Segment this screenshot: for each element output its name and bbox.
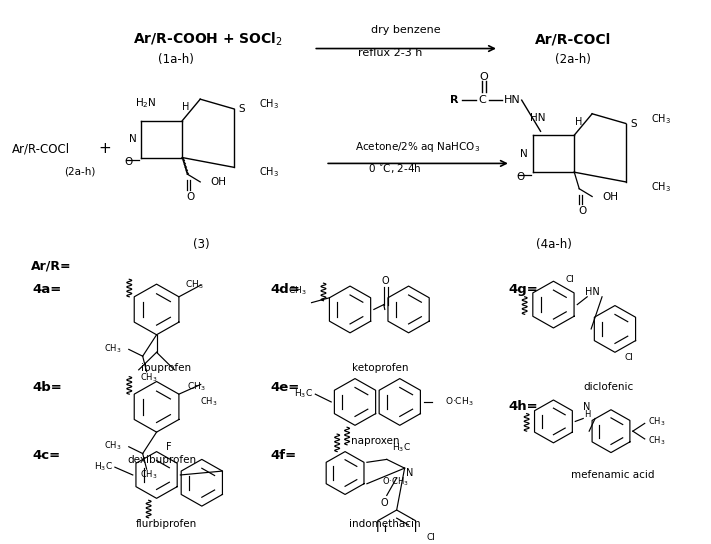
Text: CH$_3$: CH$_3$ [140, 372, 157, 384]
Text: dexibuprofen: dexibuprofen [127, 455, 196, 465]
Text: HN: HN [584, 287, 599, 297]
Text: H$_3$C: H$_3$C [94, 461, 113, 473]
Text: N: N [520, 149, 528, 159]
Text: indomethacin: indomethacin [349, 518, 421, 529]
Text: CH$_3$: CH$_3$ [185, 279, 203, 292]
Text: diclofenic: diclofenic [583, 382, 633, 392]
Text: HN: HN [503, 95, 520, 105]
Text: dry benzene: dry benzene [371, 25, 440, 35]
Text: Ar/R=: Ar/R= [31, 259, 71, 272]
Text: 4f=: 4f= [271, 449, 296, 462]
Text: CH$_3$: CH$_3$ [288, 285, 306, 297]
Text: (1a-h): (1a-h) [159, 53, 194, 66]
Text: R: R [450, 95, 459, 105]
Text: CH$_3$: CH$_3$ [651, 112, 670, 126]
Text: HN: HN [530, 113, 545, 122]
Text: O: O [517, 172, 525, 182]
Text: 4c=: 4c= [33, 449, 60, 462]
Text: H$_3$C: H$_3$C [392, 442, 411, 454]
Text: CH$_3$: CH$_3$ [187, 381, 205, 393]
Text: CH$_3$: CH$_3$ [259, 97, 279, 111]
Text: (2a-h): (2a-h) [65, 166, 96, 176]
Text: N: N [584, 402, 591, 412]
Text: Cl: Cl [566, 275, 574, 284]
Text: 4a=: 4a= [33, 283, 62, 296]
Text: O: O [578, 206, 587, 216]
Text: OH: OH [602, 191, 618, 201]
Text: ibuprofen: ibuprofen [141, 363, 191, 373]
Text: O: O [124, 157, 133, 168]
Text: mefenamic acid: mefenamic acid [571, 470, 655, 480]
Text: O·CH$_3$: O·CH$_3$ [445, 395, 474, 408]
Text: CH$_3$: CH$_3$ [105, 440, 122, 452]
Text: Cl: Cl [625, 353, 634, 362]
Text: 4e=: 4e= [271, 381, 300, 394]
Text: naproxen: naproxen [351, 436, 399, 446]
Text: Cl: Cl [427, 533, 435, 542]
Text: H$_2$N: H$_2$N [135, 96, 156, 110]
Text: CH$_3$: CH$_3$ [259, 165, 279, 179]
Text: CH$_3$: CH$_3$ [140, 469, 157, 481]
Text: CH$_3$: CH$_3$ [648, 435, 665, 447]
Text: O: O [186, 191, 194, 201]
Text: +: + [99, 141, 112, 156]
Text: 4d=: 4d= [271, 283, 301, 296]
Text: C: C [478, 95, 486, 105]
Text: O: O [382, 276, 390, 286]
Text: O·CH$_3$: O·CH$_3$ [382, 475, 409, 488]
Text: (4a-h): (4a-h) [535, 238, 572, 251]
Text: CH$_3$: CH$_3$ [105, 342, 122, 355]
Text: ketoprofen: ketoprofen [351, 363, 408, 373]
Text: Ar/R-COCl: Ar/R-COCl [11, 143, 70, 156]
Text: H: H [181, 102, 189, 112]
Text: 4g=: 4g= [509, 283, 538, 296]
Text: 4h=: 4h= [509, 400, 538, 413]
Text: N: N [406, 468, 413, 478]
Text: F: F [166, 442, 171, 452]
Text: Ar/R-COOH + SOCl$_2$: Ar/R-COOH + SOCl$_2$ [133, 31, 283, 48]
Text: reflux 2-3 h: reflux 2-3 h [358, 48, 422, 58]
Text: H: H [584, 410, 590, 419]
Text: N: N [129, 134, 137, 144]
Text: Acetone/2% aq NaHCO$_3$: Acetone/2% aq NaHCO$_3$ [355, 140, 480, 154]
Text: H$_3$C: H$_3$C [294, 388, 314, 400]
Text: (3): (3) [193, 238, 210, 251]
Text: H: H [574, 116, 582, 127]
Text: O: O [480, 72, 488, 82]
Text: flurbiprofen: flurbiprofen [136, 518, 197, 529]
Text: CH$_3$: CH$_3$ [201, 395, 218, 408]
Text: S: S [631, 119, 637, 128]
Text: 0 $^{\circ}$C, 2-4h: 0 $^{\circ}$C, 2-4h [368, 162, 422, 175]
Text: OH: OH [210, 177, 226, 187]
Text: (2a-h): (2a-h) [555, 53, 592, 66]
Text: 4b=: 4b= [33, 381, 63, 394]
Text: CH$_3$: CH$_3$ [651, 180, 670, 194]
Text: CH$_3$: CH$_3$ [648, 415, 665, 428]
Text: Ar/R-COCl: Ar/R-COCl [535, 33, 611, 47]
Text: S: S [239, 104, 245, 114]
Text: O: O [381, 498, 389, 508]
